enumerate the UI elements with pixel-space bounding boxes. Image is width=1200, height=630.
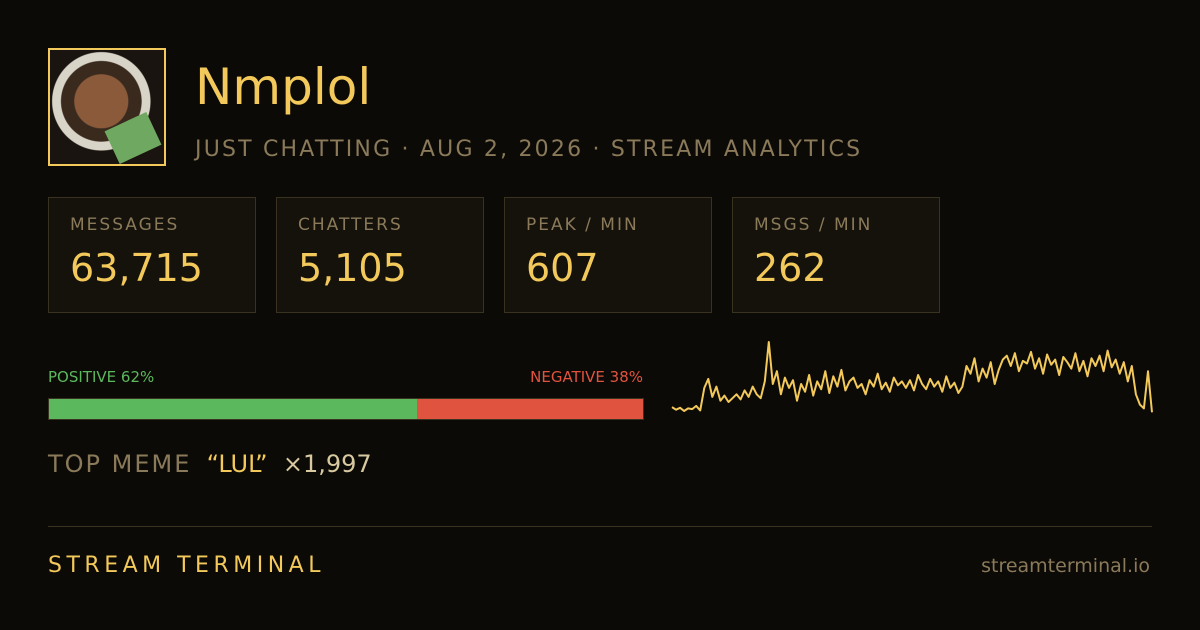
sparkline	[671, 341, 1153, 413]
positive-segment	[49, 399, 418, 419]
subtitle: JUST CHATTING · AUG 2, 2026 · STREAM ANA…	[195, 137, 863, 162]
streamer-name: Nmplol	[195, 58, 372, 116]
stat-value: 63,715	[70, 246, 203, 290]
stat-label: PEAK / MIN	[526, 215, 639, 235]
divider	[48, 526, 1152, 527]
stat-box: CHATTERS 5,105	[276, 197, 484, 313]
brand: STREAM TERMINAL	[48, 553, 325, 578]
label: POSITIVE	[48, 368, 117, 386]
value-label: 62%	[120, 368, 155, 386]
stat-value: 5,105	[298, 246, 407, 290]
label: NEGATIVE	[530, 368, 605, 386]
sentiment-bar	[48, 398, 644, 420]
stat-box: MSGS / MIN 262	[732, 197, 940, 313]
stat-value: 607	[526, 246, 599, 290]
sparkline-line	[671, 341, 1153, 413]
stat-label: MESSAGES	[70, 215, 180, 235]
meme: “LUL”	[206, 450, 268, 478]
negative-segment	[417, 399, 643, 419]
stat-value: 262	[754, 246, 827, 290]
positive-label: POSITIVE 62%	[48, 368, 154, 386]
stat-box: MESSAGES 63,715	[48, 197, 256, 313]
stat-box: PEAK / MIN 607	[504, 197, 712, 313]
count: ×1,997	[282, 450, 372, 478]
url: streamterminal.io	[981, 555, 1150, 577]
value-label: 38%	[609, 368, 643, 386]
label: TOP MEME	[48, 450, 192, 478]
negative-label: NEGATIVE 38%	[530, 368, 643, 386]
stat-label: MSGS / MIN	[754, 215, 873, 235]
avatar	[48, 48, 166, 166]
top-meme: TOP MEME “LUL” ×1,997	[48, 450, 372, 478]
stat-label: CHATTERS	[298, 215, 403, 235]
